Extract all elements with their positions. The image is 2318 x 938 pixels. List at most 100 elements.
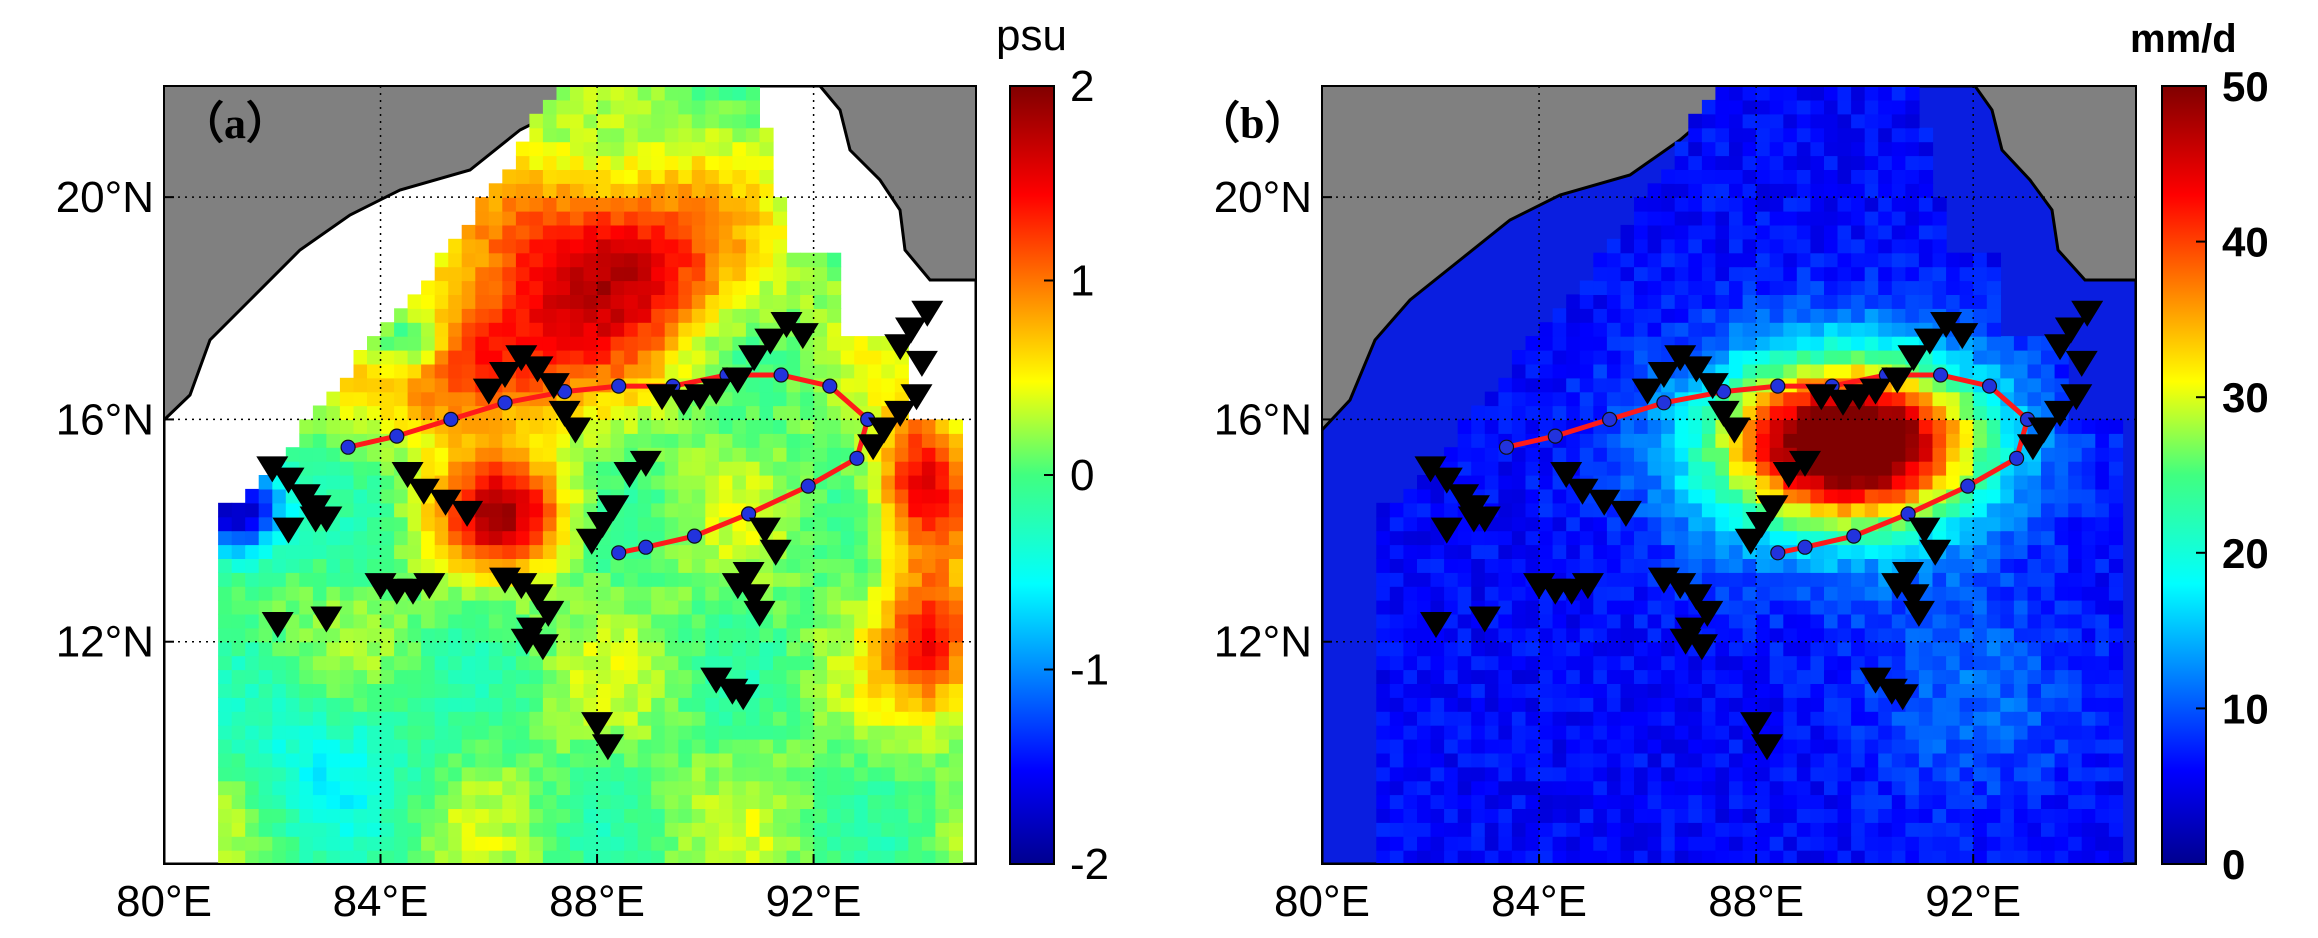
rainfall-cell bbox=[1620, 363, 1635, 379]
salinity-cell bbox=[881, 683, 896, 698]
rainfall-cell bbox=[2027, 475, 2042, 490]
salinity-cell bbox=[407, 627, 422, 643]
rainfall-cell bbox=[1511, 461, 1527, 476]
rainfall-cell bbox=[1905, 391, 1920, 407]
rainfall-cell bbox=[1376, 627, 1391, 643]
rainfall-cell bbox=[1566, 697, 1581, 712]
salinity-cell bbox=[867, 461, 882, 476]
rainfall-cell bbox=[1539, 613, 1554, 629]
rainfall-cell bbox=[2068, 711, 2083, 726]
salinity-cell bbox=[407, 780, 422, 796]
salinity-cell bbox=[245, 850, 260, 864]
salinity-cell bbox=[326, 711, 341, 726]
rainfall-cell bbox=[1471, 461, 1486, 476]
rainfall-cell bbox=[1905, 752, 1920, 768]
rainfall-cell bbox=[1810, 711, 1825, 726]
rainfall-cell bbox=[2013, 377, 2029, 393]
rainfall-cell bbox=[1756, 141, 1771, 157]
track-point bbox=[443, 411, 459, 427]
rainfall-cell bbox=[1905, 780, 1920, 796]
salinity-cell bbox=[813, 655, 828, 671]
rainfall-cell bbox=[1810, 252, 1825, 268]
salinity-cell bbox=[786, 766, 801, 782]
salinity-cell bbox=[488, 252, 503, 268]
salinity-cell bbox=[421, 655, 436, 671]
salinity-cell bbox=[502, 766, 517, 782]
salinity-cell bbox=[597, 363, 612, 379]
salinity-cell bbox=[827, 363, 842, 379]
rainfall-cell bbox=[1579, 725, 1594, 740]
salinity-cell bbox=[380, 516, 395, 532]
rainfall-cell bbox=[1701, 405, 1717, 420]
rainfall-cell bbox=[1511, 836, 1527, 851]
rainfall-cell bbox=[1946, 655, 1961, 671]
salinity-cell bbox=[461, 377, 476, 393]
salinity-cell bbox=[570, 294, 585, 309]
salinity-cell bbox=[570, 725, 585, 740]
rainfall-cell bbox=[2054, 461, 2069, 476]
salinity-cell bbox=[705, 447, 720, 462]
rainfall-cell bbox=[1932, 461, 1947, 476]
salinity-cell bbox=[624, 502, 639, 518]
rainfall-cell bbox=[2000, 377, 2015, 393]
rainfall-cell bbox=[1851, 641, 1866, 657]
rainfall-cell bbox=[1742, 252, 1757, 268]
salinity-cell bbox=[827, 697, 842, 712]
rainfall-cell bbox=[1729, 766, 1744, 782]
rainfall-cell bbox=[1701, 141, 1717, 157]
rainfall-cell bbox=[1729, 780, 1744, 796]
rainfall-cell bbox=[1783, 627, 1798, 643]
salinity-cell bbox=[651, 169, 666, 184]
rainfall-cell bbox=[1824, 211, 1839, 226]
salinity-cell bbox=[718, 461, 733, 476]
salinity-cell bbox=[867, 641, 882, 657]
rainfall-cell bbox=[2081, 488, 2096, 504]
rainfall-cell bbox=[1905, 697, 1920, 712]
salinity-cell bbox=[921, 419, 936, 434]
rainfall-cell bbox=[1620, 280, 1635, 295]
rainfall-cell bbox=[1620, 308, 1635, 323]
rainfall-cell bbox=[1796, 99, 1811, 115]
rainfall-cell bbox=[2095, 419, 2110, 434]
rainfall-cell bbox=[1389, 558, 1404, 573]
salinity-cell bbox=[610, 697, 625, 712]
rainfall-cell bbox=[1606, 322, 1622, 337]
rainfall-cell bbox=[2041, 752, 2056, 768]
rainfall-cell bbox=[1511, 641, 1527, 657]
salinity-cell bbox=[840, 808, 855, 823]
rainfall-cell bbox=[1471, 808, 1486, 823]
salinity-cell bbox=[407, 655, 422, 671]
salinity-cell bbox=[813, 794, 828, 809]
rainfall-cell bbox=[1620, 627, 1635, 643]
salinity-cell bbox=[624, 600, 639, 615]
rainfall-cell bbox=[2027, 530, 2042, 546]
salinity-cell bbox=[637, 600, 652, 615]
salinity-cell bbox=[678, 711, 693, 726]
rainfall-cell bbox=[1566, 752, 1581, 768]
salinity-cell bbox=[840, 433, 855, 448]
rainfall-cell bbox=[1742, 558, 1757, 573]
rainfall-cell bbox=[1810, 766, 1825, 782]
salinity-cell bbox=[258, 669, 273, 684]
salinity-cell bbox=[718, 739, 733, 754]
salinity-cell bbox=[881, 697, 896, 712]
salinity-cell bbox=[245, 808, 260, 823]
salinity-cell bbox=[367, 780, 382, 796]
salinity-cell bbox=[827, 669, 842, 684]
salinity-cell bbox=[245, 766, 260, 782]
station-marker bbox=[770, 312, 803, 338]
rainfall-cell bbox=[1729, 211, 1744, 226]
rainfall-cell bbox=[1796, 711, 1811, 726]
salinity-cell bbox=[745, 850, 760, 864]
rainfall-cell bbox=[1498, 808, 1513, 823]
salinity-cell bbox=[691, 766, 706, 782]
salinity-cell bbox=[908, 850, 923, 864]
salinity-cell bbox=[759, 197, 774, 212]
rainfall-cell bbox=[1471, 405, 1486, 420]
salinity-cell bbox=[678, 113, 693, 129]
salinity-cell bbox=[867, 377, 882, 393]
salinity-cell bbox=[840, 697, 855, 712]
rainfall-cell bbox=[2108, 516, 2124, 532]
rainfall-cell bbox=[1959, 669, 1974, 684]
rainfall-cell bbox=[1756, 600, 1771, 615]
